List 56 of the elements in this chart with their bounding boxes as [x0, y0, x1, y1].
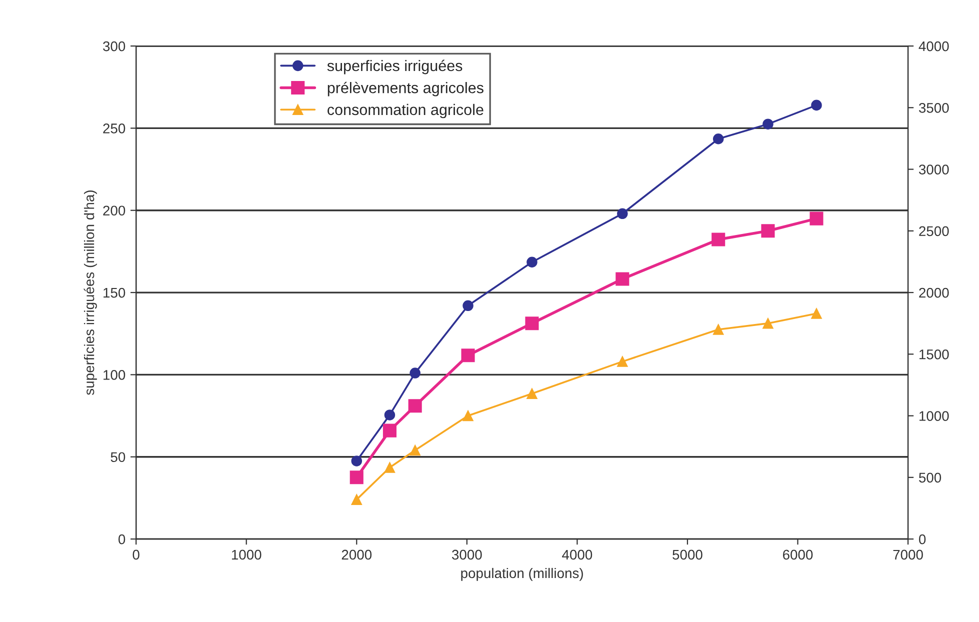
x-tick-label: 1000 [232, 550, 262, 560]
y-tick-label: 250 [103, 124, 126, 134]
y2-tick-label: 500 [918, 472, 942, 483]
y2-tick-label: 3000 [918, 164, 949, 174]
point [410, 368, 420, 378]
point [462, 300, 474, 312]
point [351, 494, 362, 505]
y-tick-label: 200 [103, 206, 126, 216]
point [384, 462, 396, 473]
x-tick-label: 4000 [562, 550, 592, 560]
y-tick-label: 150 [104, 288, 126, 298]
y-tick-label: 50 [110, 452, 126, 462]
x-tick-label: 5000 [672, 550, 702, 560]
point [408, 399, 422, 413]
y2-tick-label: 2000 [919, 288, 949, 298]
y-tick-label: 0 [118, 534, 126, 544]
y2-tick-label: 2500 [919, 226, 949, 236]
x-tick-label: 0 [132, 550, 140, 560]
point [617, 208, 628, 220]
point [384, 410, 396, 420]
legend-label: superficies irriguées [327, 60, 462, 74]
point [811, 100, 822, 111]
point [462, 410, 474, 422]
point [712, 324, 724, 335]
x-axis-title: population (millions) [461, 568, 583, 581]
point [350, 470, 364, 484]
point [712, 133, 724, 144]
y2-tick-label: 1000 [920, 411, 949, 421]
point [461, 348, 475, 362]
x-tick-label: 3000 [452, 550, 482, 560]
point [616, 272, 630, 286]
y-tick-label: 300 [103, 41, 126, 52]
point [382, 424, 396, 438]
x-tick-label: 2000 [342, 550, 372, 560]
point [526, 388, 538, 399]
point [526, 256, 538, 268]
point [351, 456, 362, 466]
legend-label: consommation agricole [328, 104, 484, 118]
point [762, 118, 774, 130]
y2-tick-label: 3500 [918, 102, 949, 113]
x-tick-label: 6000 [783, 550, 813, 560]
point [761, 224, 775, 238]
point [810, 212, 824, 226]
y2-tick-label: 1500 [920, 349, 949, 360]
y-axis-title: superficies irriguées (million d'ha) [84, 190, 97, 395]
point [762, 318, 774, 329]
point [811, 308, 822, 319]
y-tick-label: 100 [104, 370, 126, 380]
point [617, 356, 628, 367]
y2-tick-label: 0 [918, 534, 926, 544]
y2-tick-label: 4000 [918, 41, 949, 52]
x-tick-label: 7000 [893, 550, 923, 560]
point [525, 316, 539, 330]
point [410, 444, 420, 456]
legend-label: prélèvements agricoles [328, 82, 484, 96]
point [712, 232, 726, 246]
